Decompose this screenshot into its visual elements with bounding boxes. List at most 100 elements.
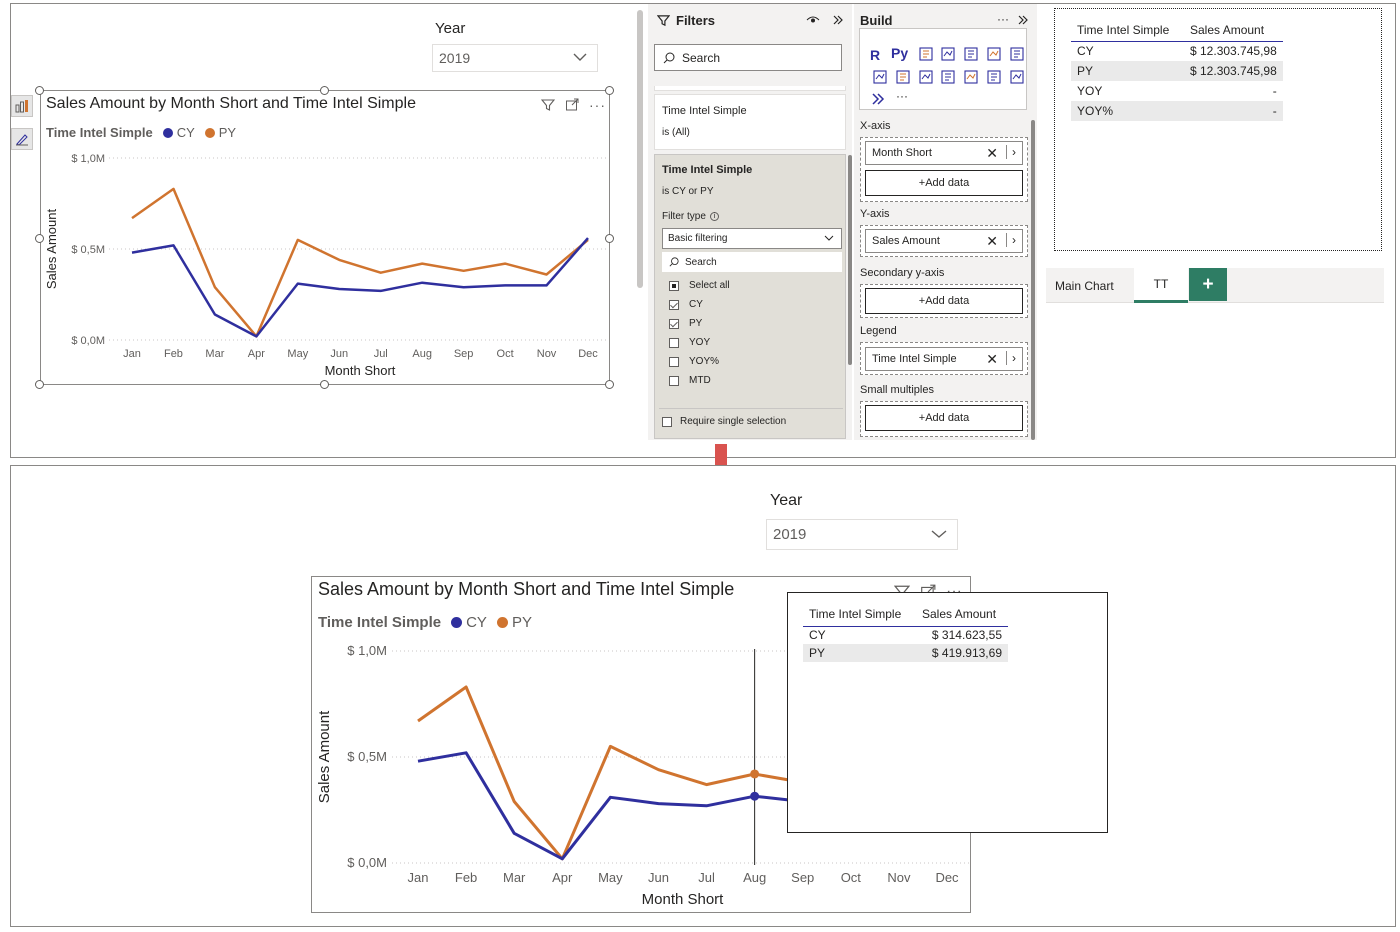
table-icon[interactable] [918, 69, 934, 85]
tooltip-row[interactable]: CY $ 314.623,55 [803, 626, 1008, 644]
secondary-add-data-button[interactable]: +Add data [865, 288, 1023, 314]
series-line-cy[interactable] [131, 237, 589, 338]
tooltip-row[interactable]: PY $ 419.913,69 [803, 644, 1008, 662]
chevron-right-icon[interactable]: › [1006, 233, 1016, 247]
filter-option-mtd[interactable]: MTD [669, 375, 711, 386]
hover-point-cy[interactable] [750, 791, 760, 801]
filter-card-all[interactable]: Time Intel Simple is (All) [654, 94, 846, 150]
yaxis-field[interactable]: Sales Amount ✕ › [865, 229, 1023, 253]
tab-main-chart[interactable]: Main Chart [1046, 268, 1134, 303]
resize-handle[interactable] [605, 234, 614, 243]
filter-option-checkbox[interactable] [669, 375, 679, 386]
xaxis-field[interactable]: Month Short ✕ › [865, 141, 1023, 165]
filter-option-py[interactable]: PY [669, 318, 702, 329]
analytics-icon[interactable] [11, 128, 33, 150]
filter-card-cy-py[interactable]: Time Intel Simple is CY or PY Filter typ… [654, 154, 846, 439]
resize-handle[interactable] [320, 380, 329, 389]
table-row[interactable]: PY $ 12.303.745,98 [1071, 61, 1283, 81]
xaxis-add-data-button[interactable]: +Add data [865, 170, 1023, 196]
filter-option-yoy[interactable]: YOY [669, 337, 710, 348]
more-visuals-icon[interactable] [872, 93, 886, 105]
resize-handle[interactable] [35, 234, 44, 243]
build-pane-scrollbar[interactable] [1031, 120, 1035, 440]
more-options-icon[interactable]: ··· [589, 97, 606, 113]
require-single-checkbox[interactable] [662, 416, 672, 427]
legend-cy-label[interactable]: CY [176, 125, 195, 140]
remove-field-icon[interactable]: ✕ [986, 145, 998, 161]
add-page-button[interactable]: + [1189, 268, 1227, 301]
python-visual-icon[interactable]: Py [891, 45, 909, 61]
filter-option-checkbox[interactable] [669, 299, 679, 310]
format-visual-icon[interactable] [11, 95, 33, 117]
filter-option-cy[interactable]: CY [669, 299, 703, 310]
tooltip-header-cell: Sales Amount [922, 606, 997, 621]
info-icon[interactable]: i [709, 212, 719, 221]
focus-mode-icon[interactable] [565, 98, 579, 112]
line-chart-plot[interactable]: $ 1,0M $ 0,5M $ 0,0M Jan Feb Mar Apr May Jun Jul A… [312, 577, 972, 914]
top-line-chart-visual[interactable]: Sales Amount by Month Short and Time Int… [40, 90, 610, 385]
table-visual[interactable]: Time Intel Simple Sales Amount CY $ 12.30… [1054, 8, 1382, 251]
table-row[interactable]: YOY - [1071, 81, 1283, 101]
filter-option-select-all[interactable]: Select all [669, 280, 730, 291]
legend-py-label[interactable]: PY [218, 125, 237, 140]
custom-visual-icon[interactable] [1009, 69, 1025, 85]
collapse-pane-icon[interactable] [832, 14, 844, 26]
paginated-report-icon[interactable] [1009, 46, 1025, 62]
small-multiples-add-data-button[interactable]: +Add data [865, 405, 1023, 431]
r-visual-icon[interactable]: R [870, 47, 881, 63]
map-icon[interactable] [986, 69, 1002, 85]
filters-pane-scrollbar[interactable] [848, 155, 852, 365]
table-header-cell[interactable]: Time Intel Simple [1077, 22, 1170, 37]
filter-option-yoy-pct[interactable]: YOY% [669, 356, 719, 367]
filter-icon[interactable] [541, 98, 555, 112]
small-multiples-label: Small multiples [860, 384, 934, 396]
year-slicer-value: 2019 [773, 526, 807, 543]
chevron-right-icon[interactable]: › [1006, 145, 1016, 159]
filter-option-checkbox[interactable] [669, 280, 679, 291]
resize-handle[interactable] [605, 86, 614, 95]
canvas-scrollbar[interactable] [637, 10, 643, 288]
table-header-cell[interactable]: Sales Amount [1190, 22, 1265, 37]
resize-handle[interactable] [35, 380, 44, 389]
legend-field[interactable]: Time Intel Simple ✕ › [865, 347, 1023, 371]
resize-handle[interactable] [35, 86, 44, 95]
x-tick-label: Aug [743, 870, 766, 885]
more-options-icon[interactable]: ··· [997, 12, 1009, 26]
resize-handle[interactable] [320, 86, 329, 95]
table-row[interactable]: CY $ 12.303.745,98 [1071, 41, 1283, 61]
filter-option-checkbox[interactable] [669, 337, 679, 348]
key-influencers-icon[interactable] [918, 46, 934, 62]
legend-cy-label[interactable]: CY [466, 614, 487, 631]
image-icon[interactable] [963, 69, 979, 85]
matrix-icon[interactable] [940, 69, 956, 85]
slicer-icon[interactable] [895, 69, 911, 85]
filter-option-checkbox[interactable] [669, 356, 679, 367]
line-chart-plot[interactable]: $ 1,0M $ 0,5M $ 0,0M Jan Feb Mar Apr May Jun Jul A… [41, 91, 611, 386]
filters-search-input[interactable]: Search [654, 44, 842, 71]
legend-py-label[interactable]: PY [511, 614, 532, 631]
hover-point-py[interactable] [750, 769, 760, 779]
narrative-icon[interactable] [986, 46, 1002, 62]
kpi-icon[interactable] [872, 69, 888, 85]
qa-visual-icon[interactable] [963, 46, 979, 62]
tab-tt[interactable]: TT [1134, 268, 1188, 303]
collapse-pane-icon[interactable] [1017, 14, 1029, 26]
resize-handle[interactable] [605, 380, 614, 389]
yaxis-label: Y-axis [860, 208, 890, 220]
year-slicer-dropdown[interactable]: 2019 [766, 519, 958, 550]
year-slicer-dropdown[interactable]: 2019 [432, 44, 598, 72]
filter-type-dropdown[interactable]: Basic filtering [662, 228, 842, 249]
require-single-selection[interactable]: Require single selection [662, 416, 786, 427]
filter-values-search[interactable]: Search [662, 252, 842, 272]
filter-option-checkbox[interactable] [669, 318, 679, 329]
more-options-icon[interactable]: ··· [896, 89, 908, 103]
series-line-py[interactable] [131, 187, 589, 338]
filter-type-text: Filter type [662, 211, 706, 222]
eye-icon[interactable] [806, 15, 820, 25]
decomposition-tree-icon[interactable] [940, 46, 956, 62]
remove-field-icon[interactable]: ✕ [986, 233, 998, 249]
filter-option-label: YOY [689, 337, 711, 348]
table-row[interactable]: YOY% - [1071, 101, 1283, 121]
chevron-right-icon[interactable]: › [1006, 351, 1016, 365]
remove-field-icon[interactable]: ✕ [986, 351, 998, 367]
